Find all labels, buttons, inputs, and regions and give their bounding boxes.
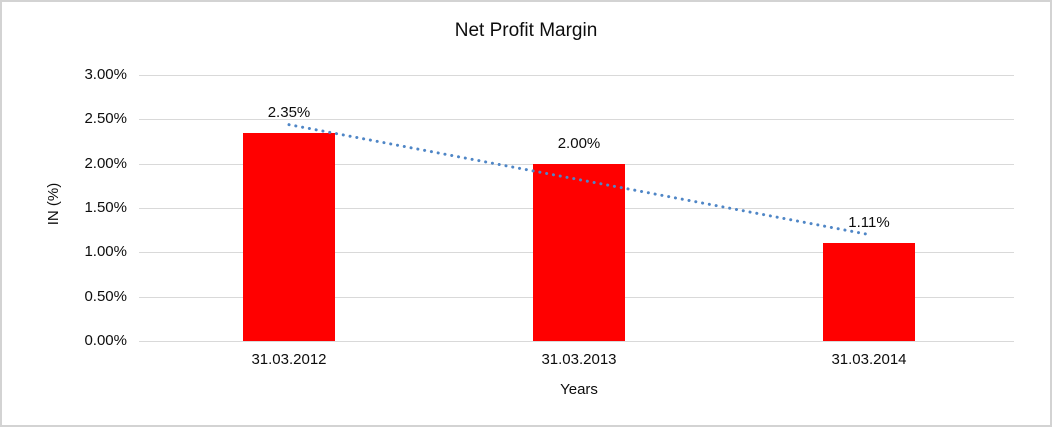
bar-31.03.2012	[243, 133, 335, 341]
y-axis-tick-label: 0.00%	[84, 332, 127, 349]
gridline	[139, 119, 1014, 120]
bar-data-label: 1.11%	[848, 214, 890, 231]
y-axis-tick-label: 3.00%	[84, 66, 127, 83]
y-axis-tick-label: 0.50%	[84, 288, 127, 305]
bar-31.03.2013	[533, 164, 625, 341]
gridline	[139, 341, 1014, 342]
y-axis-tick-label: 2.00%	[84, 155, 127, 172]
chart-title: Net Profit Margin	[454, 20, 598, 41]
gridline	[139, 75, 1014, 76]
bar-31.03.2014	[823, 243, 915, 341]
y-axis-tick-label: 1.50%	[84, 199, 127, 216]
x-axis-tick-label: 31.03.2014	[831, 351, 907, 368]
y-axis-title: IN (%)	[45, 182, 62, 226]
bar-data-label: 2.35%	[267, 104, 311, 121]
y-axis-tick-label: 1.00%	[84, 243, 127, 260]
x-axis-title: Years	[560, 381, 598, 398]
y-axis-tick-label: 2.50%	[84, 110, 127, 127]
x-axis-tick-label: 31.03.2012	[251, 351, 327, 368]
bar-data-label: 2.00%	[557, 135, 601, 152]
x-axis-tick-label: 31.03.2013	[541, 351, 617, 368]
